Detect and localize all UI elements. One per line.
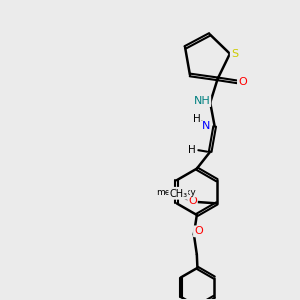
- Text: CH₃: CH₃: [169, 189, 187, 199]
- Text: H: H: [188, 145, 196, 155]
- Text: N: N: [202, 122, 210, 131]
- Text: methoxy: methoxy: [177, 192, 184, 193]
- Text: S: S: [231, 49, 238, 59]
- Text: O: O: [238, 77, 247, 87]
- Text: methoxy: methoxy: [157, 188, 196, 196]
- Text: H: H: [193, 114, 201, 124]
- Text: O: O: [194, 226, 203, 236]
- Text: O: O: [188, 196, 197, 206]
- Text: NH: NH: [194, 96, 210, 106]
